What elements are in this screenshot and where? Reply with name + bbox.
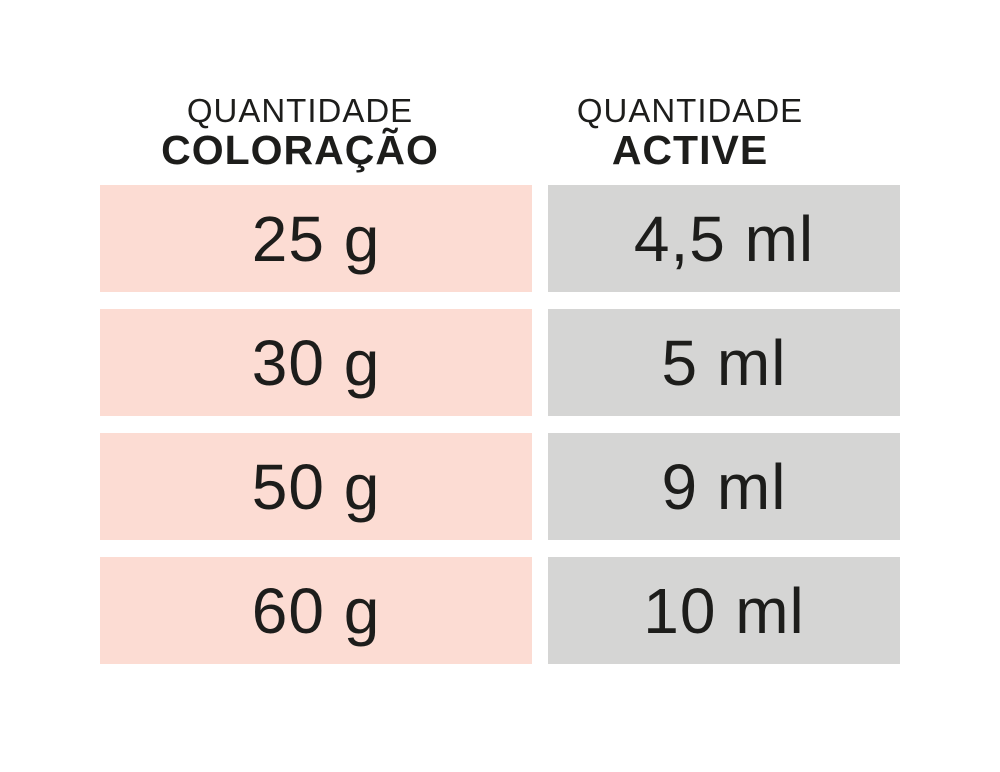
- coloracao-header-line2: COLORAÇÃO: [161, 127, 439, 173]
- table-cell-coloracao-row3: 50 g: [100, 433, 532, 540]
- table-cell-active-row1: 4,5 ml: [548, 185, 900, 292]
- table-body: 25 g 4,5 ml 30 g 5 ml 50 g 9 ml 60 g 10 …: [100, 185, 900, 664]
- table-cell-coloracao-row1: 25 g: [100, 185, 532, 292]
- table-cell-coloracao-row2: 30 g: [100, 309, 532, 416]
- table-header-row: QUANTIDADE COLORAÇÃO QUANTIDADE ACTIVE: [100, 92, 900, 171]
- table-cell-active-row4: 10 ml: [548, 557, 900, 664]
- coloracao-header-line1: QUANTIDADE: [186, 92, 414, 129]
- column-header-active: QUANTIDADE ACTIVE: [548, 92, 900, 171]
- column-header-coloracao-text: QUANTIDADE COLORAÇÃO: [84, 92, 516, 173]
- table-cell-active-row3: 9 ml: [548, 433, 900, 540]
- table-cell-coloracao-row4: 60 g: [100, 557, 532, 664]
- column-header-coloracao: QUANTIDADE COLORAÇÃO: [100, 92, 532, 171]
- column-header-active-text: QUANTIDADE ACTIVE: [514, 92, 866, 173]
- active-header-line1: QUANTIDADE: [576, 92, 804, 129]
- mixing-ratio-table: QUANTIDADE COLORAÇÃO QUANTIDADE ACTIVE 2…: [100, 92, 900, 664]
- active-header-line2: ACTIVE: [611, 127, 769, 173]
- table-cell-active-row2: 5 ml: [548, 309, 900, 416]
